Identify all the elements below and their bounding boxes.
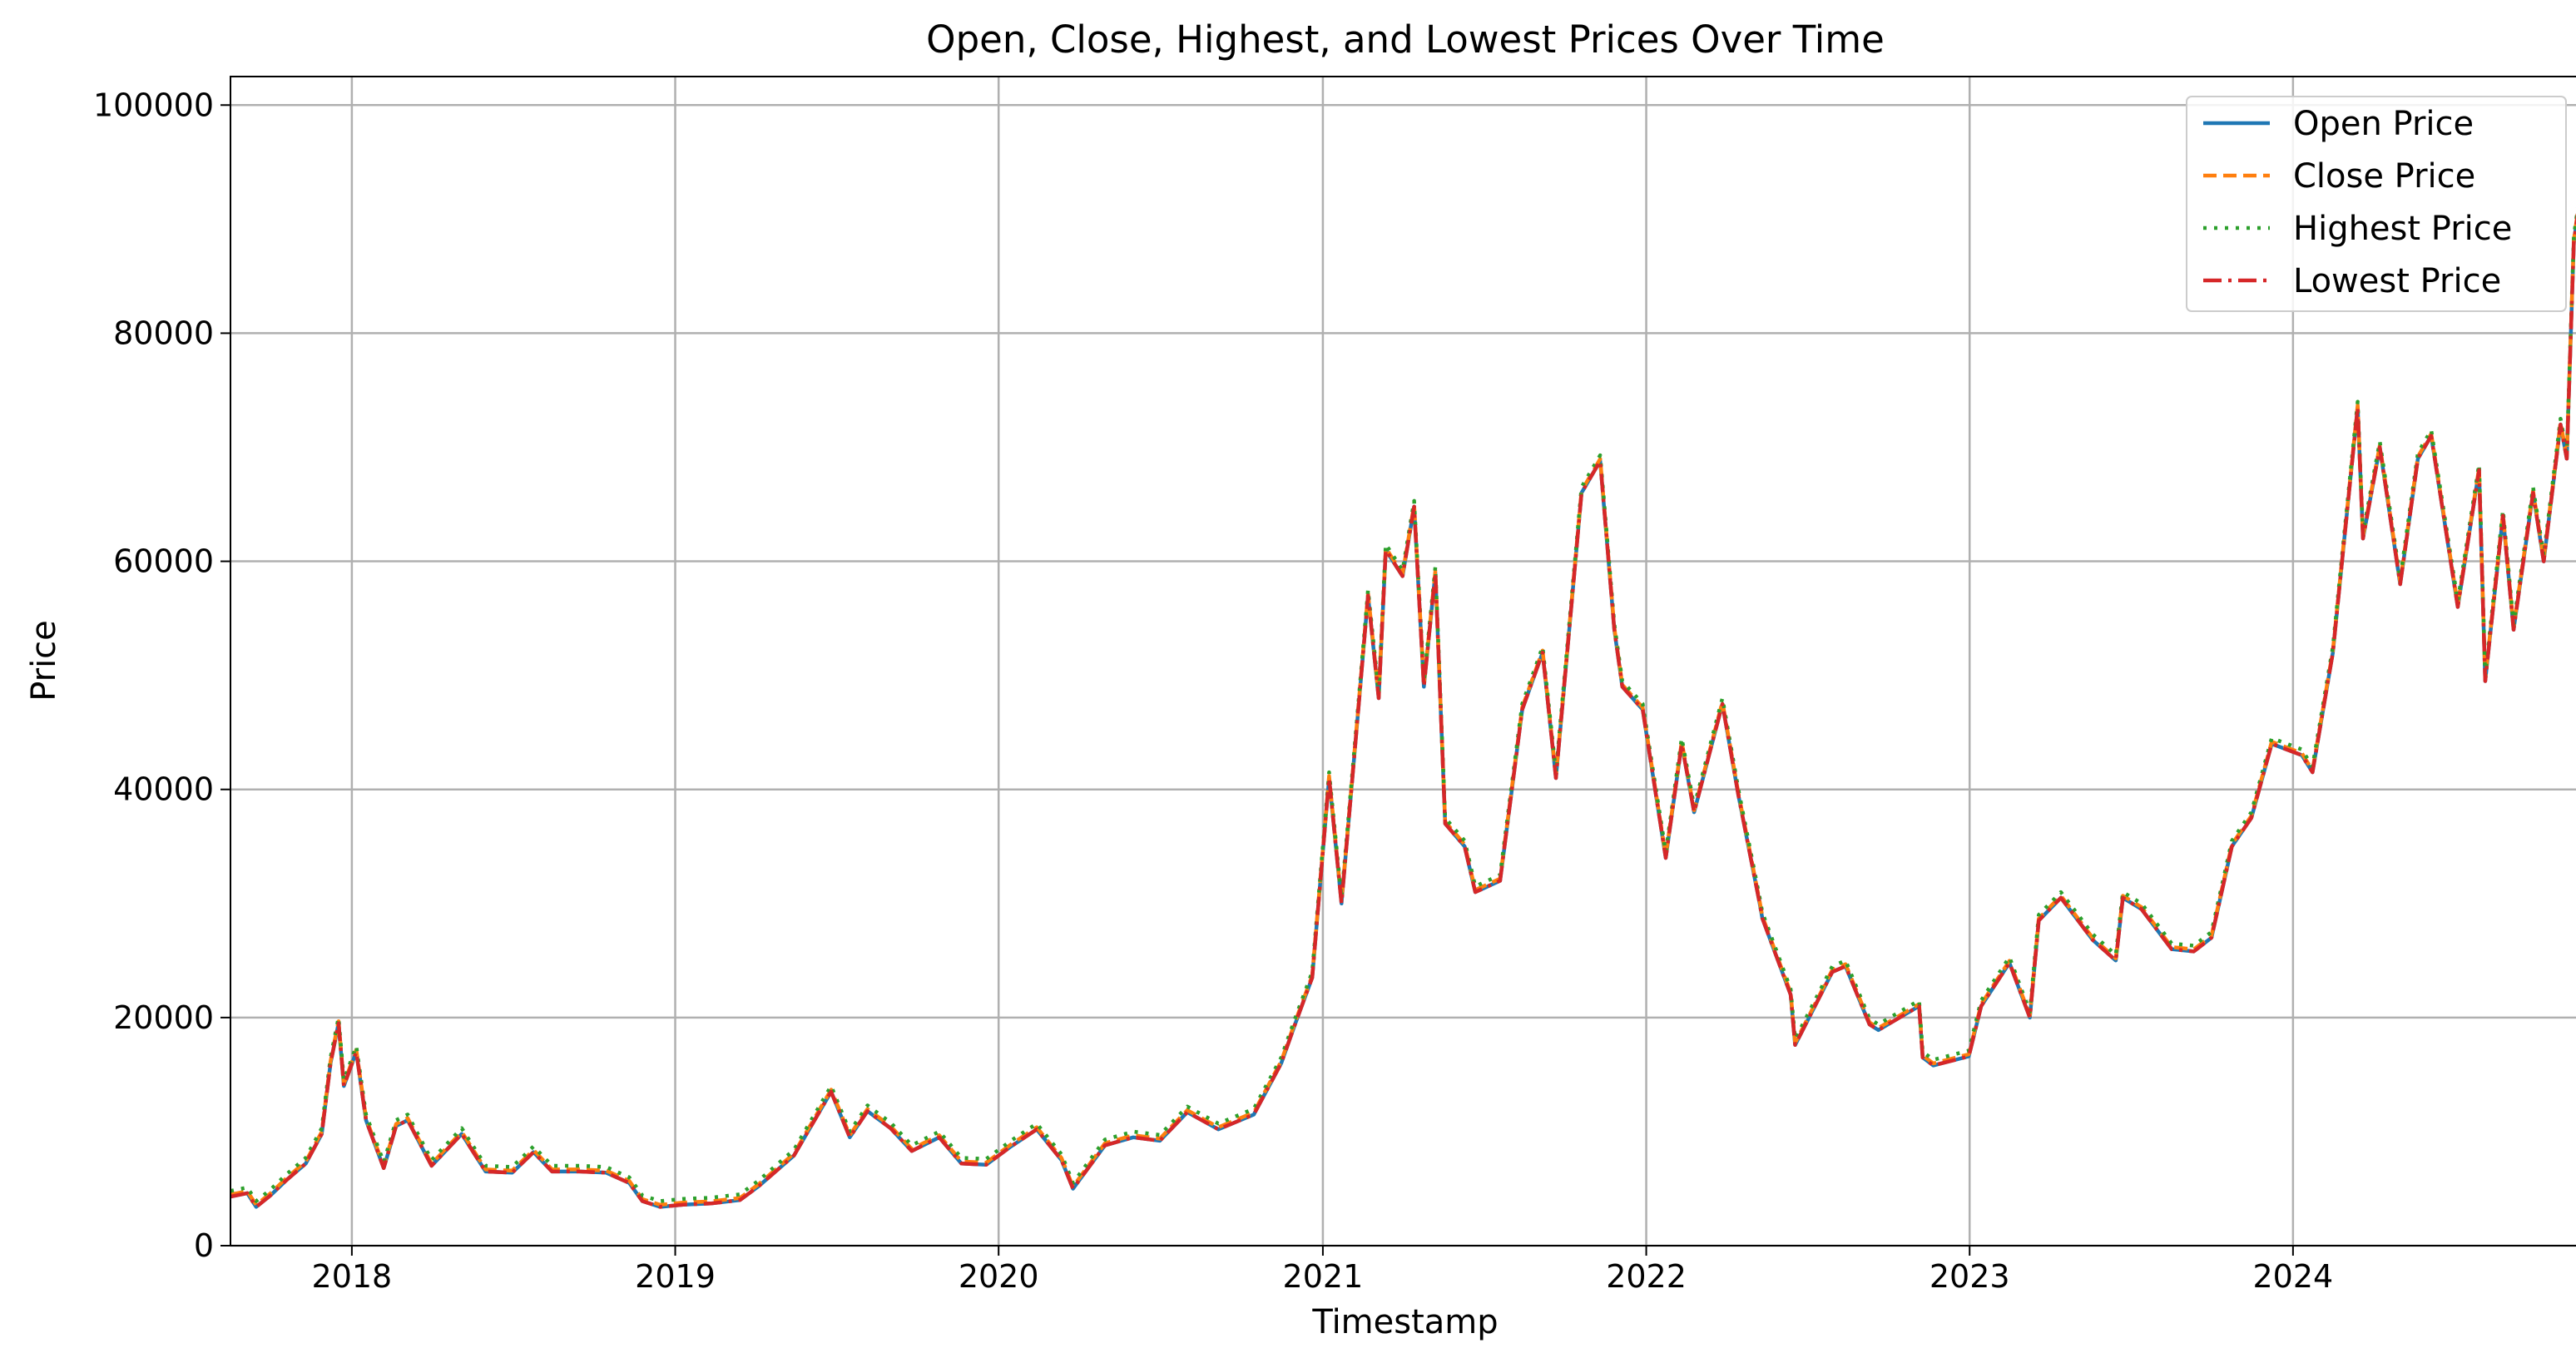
y-tick-label: 100000 [93, 87, 214, 123]
legend-frame [2186, 96, 2567, 312]
legend-label: Close Price [2293, 157, 2475, 196]
legend-label: Highest Price [2293, 210, 2512, 248]
series-layer [230, 207, 2576, 1209]
x-tick-label: 2020 [959, 1258, 1039, 1295]
chart-title: Open, Close, Highest, and Lowest Prices … [926, 17, 1885, 62]
y-axis-label: Price [25, 620, 63, 701]
x-axis-label: Timestamp [1311, 1303, 1498, 1341]
y-tick-label: 40000 [113, 771, 214, 808]
x-tick-label: 2019 [635, 1258, 716, 1295]
y-axis-ticks: 0 20000 40000 60000 80000 100000 [93, 87, 230, 1264]
plot-frame [230, 76, 2576, 1247]
y-tick-label: 20000 [113, 999, 214, 1036]
y-tick-label: 60000 [113, 543, 214, 580]
x-tick-label: 2018 [312, 1258, 393, 1295]
x-tick-label: 2021 [1283, 1258, 1364, 1295]
x-tick-label: 2022 [1606, 1258, 1687, 1295]
x-axis-ticks: 2018 2019 2020 2021 2022 2023 2024 [312, 1246, 2334, 1295]
x-tick-label: 2023 [1930, 1258, 2010, 1295]
legend-label: Open Price [2293, 105, 2474, 143]
series-line-lowest-price [230, 212, 2576, 1209]
legend-label: Lowest Price [2293, 262, 2501, 300]
y-tick-label: 0 [194, 1227, 214, 1264]
x-tick-label: 2024 [2253, 1258, 2334, 1295]
legend: Open Price Close Price Highest Price Lowest… [2186, 96, 2567, 312]
y-tick-label: 80000 [113, 315, 214, 351]
